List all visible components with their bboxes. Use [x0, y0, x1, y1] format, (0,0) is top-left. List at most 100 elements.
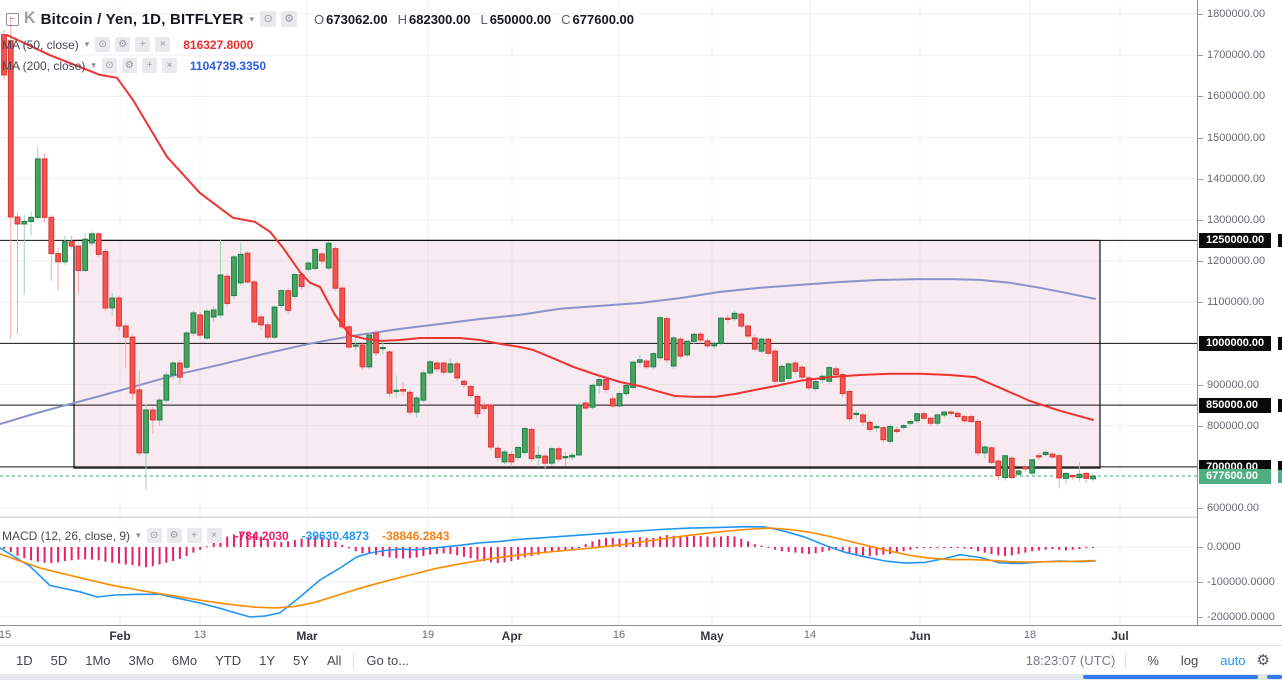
- ma200-legend: MA (200, close) ▾ ⊙ ⚙ + × 1104739.3350: [2, 58, 266, 73]
- price-tick-label: 1700000.00: [1207, 49, 1266, 61]
- scrollbar-thumb[interactable]: [1267, 675, 1282, 679]
- price-level-label: 1250000.00: [1199, 233, 1271, 248]
- price-tick-mark: [1198, 138, 1203, 139]
- price-level-edge-mark: [1278, 234, 1282, 247]
- range-1mo-button[interactable]: 1Mo: [85, 652, 111, 668]
- ma200-value: 1104739.3350: [189, 58, 266, 73]
- chart-settings-gear-icon[interactable]: ⚙: [1256, 652, 1270, 669]
- add-indicator-button[interactable]: +: [135, 37, 151, 52]
- range-5d-button[interactable]: 5D: [50, 652, 68, 668]
- scrollbar-thumb[interactable]: [1083, 675, 1258, 679]
- range-3mo-button[interactable]: 3Mo: [128, 652, 154, 668]
- high-value: 682300.00: [409, 11, 471, 27]
- hide-symbol-button[interactable]: ⊙: [260, 11, 277, 27]
- macd-tick-label: -200000.0000: [1207, 611, 1275, 623]
- price-tick-label: 1500000.00: [1207, 132, 1266, 144]
- price-tick-mark: [1198, 55, 1203, 56]
- low-label: L: [480, 11, 488, 27]
- price-level-edge-mark: [1278, 461, 1282, 474]
- time-tick-label: Apr: [501, 629, 523, 643]
- last-price-edge-mark: [1278, 470, 1282, 483]
- last-price-label: 677600.00: [1199, 469, 1271, 484]
- ma50-label: MA (50, close): [2, 37, 79, 52]
- symbol-settings-button[interactable]: ⚙: [281, 11, 298, 27]
- ohlc-values: O 673062.00 H 682300.00 L 650000.00 C 677600…: [314, 12, 634, 27]
- price-tick-label: 1200000.00: [1207, 255, 1266, 267]
- open-value: 673062.00: [326, 11, 388, 27]
- price-tick-mark: [1198, 261, 1203, 262]
- price-tick-label: 600000.00: [1207, 502, 1259, 514]
- price-level-edge-mark: [1278, 337, 1282, 350]
- macd-line-value: -39630.4873: [301, 528, 370, 543]
- log-scale-button[interactable]: log: [1180, 652, 1199, 668]
- price-tick-mark: [1198, 385, 1203, 386]
- range-1d-button[interactable]: 1D: [16, 652, 33, 668]
- indicator-settings-button[interactable]: ⚙: [166, 528, 182, 543]
- clock-utc[interactable]: 18:23:07 (UTC): [1025, 652, 1116, 668]
- add-indicator-button[interactable]: +: [141, 58, 157, 73]
- collapse-pane-icon[interactable]: −: [6, 12, 19, 26]
- time-tick-label: 13: [193, 629, 207, 641]
- price-tick-label: 1300000.00: [1207, 214, 1266, 226]
- remove-indicator-button[interactable]: ×: [155, 37, 171, 52]
- price-tick-label: 1100000.00: [1207, 296, 1265, 308]
- macd-tick-mark: [1198, 582, 1203, 583]
- range-1y-button[interactable]: 1Y: [259, 652, 276, 668]
- low-value: 650000.00: [489, 11, 552, 27]
- close-value: 677600.00: [572, 11, 634, 27]
- macd-tick-mark: [1198, 547, 1203, 548]
- price-tick-label: 900000.00: [1207, 379, 1259, 391]
- time-tick-label: 18: [1023, 629, 1037, 641]
- range-6mo-button[interactable]: 6Mo: [171, 652, 198, 668]
- hide-indicator-button[interactable]: ⊙: [146, 528, 162, 543]
- time-tick-label: Feb: [109, 629, 131, 643]
- add-indicator-button[interactable]: +: [186, 528, 202, 543]
- percent-scale-button[interactable]: %: [1147, 652, 1159, 668]
- macd-legend: MACD (12, 26, close, 9) ▾ ⊙ ⚙ + × -784.2…: [2, 528, 449, 543]
- ma200-label: MA (200, close): [2, 58, 86, 73]
- goto-button[interactable]: Go to...: [366, 652, 410, 668]
- time-tick-label: 15: [0, 629, 12, 641]
- horizontal-scrollbar: [0, 674, 1282, 680]
- auto-scale-button[interactable]: auto: [1220, 652, 1246, 668]
- hide-indicator-button[interactable]: ⊙: [95, 37, 111, 52]
- time-tick-label: 16: [612, 629, 626, 641]
- remove-indicator-button[interactable]: ×: [161, 58, 177, 73]
- range-all-button[interactable]: All: [326, 652, 342, 668]
- price-tick-mark: [1198, 426, 1203, 427]
- macd-label: MACD (12, 26, close, 9): [2, 528, 131, 543]
- price-axis[interactable]: 1800000.00 1700000.00 1600000.00 1500000.00…: [1197, 0, 1282, 625]
- ma50-legend: MA (50, close) ▾ ⊙ ⚙ + × 816327.8000: [2, 37, 253, 52]
- bottom-toolbar: 1D 5D 1Mo 3Mo 6Mo YTD 1Y 5Y All Go to... 18:23:0…: [0, 645, 1282, 674]
- price-level-label: 1000000.00: [1199, 336, 1271, 351]
- price-tick-label: 800000.00: [1207, 420, 1259, 432]
- chevron-down-icon[interactable]: ▾: [91, 60, 96, 70]
- chart-canvas[interactable]: [0, 0, 1197, 625]
- price-tick-mark: [1198, 179, 1203, 180]
- hide-indicator-button[interactable]: ⊙: [101, 58, 117, 73]
- price-tick-mark: [1198, 302, 1203, 303]
- price-tick-mark: [1198, 220, 1203, 221]
- time-tick-label: Jun: [909, 629, 931, 643]
- time-axis[interactable]: 15 Feb 13 Mar 19 Apr 16 May 14 Jun 18 Jul: [0, 625, 1282, 645]
- range-ytd-button[interactable]: YTD: [215, 652, 242, 668]
- symbol-title[interactable]: Bitcoin / Yen, 1D, BITFLYER: [40, 10, 244, 28]
- time-tick-label: May: [700, 629, 724, 643]
- time-tick-label: Jul: [1111, 629, 1129, 643]
- indicator-settings-button[interactable]: ⚙: [121, 58, 137, 73]
- price-tick-label: 1600000.00: [1207, 90, 1266, 102]
- remove-indicator-button[interactable]: ×: [206, 528, 222, 543]
- pane-separator[interactable]: [0, 517, 1282, 518]
- toolbar-divider: [353, 651, 355, 669]
- chevron-down-icon[interactable]: ▾: [84, 39, 90, 49]
- price-level-edge-mark: [1278, 399, 1282, 412]
- price-tick-label: 1800000.00: [1207, 8, 1266, 20]
- macd-signal-value: -38846.2843: [382, 528, 450, 543]
- chevron-down-icon[interactable]: ▾: [136, 530, 141, 540]
- high-label: H: [397, 11, 408, 27]
- range-5y-button[interactable]: 5Y: [293, 652, 309, 668]
- chevron-down-icon[interactable]: ▾: [249, 13, 255, 24]
- indicator-settings-button[interactable]: ⚙: [115, 37, 131, 52]
